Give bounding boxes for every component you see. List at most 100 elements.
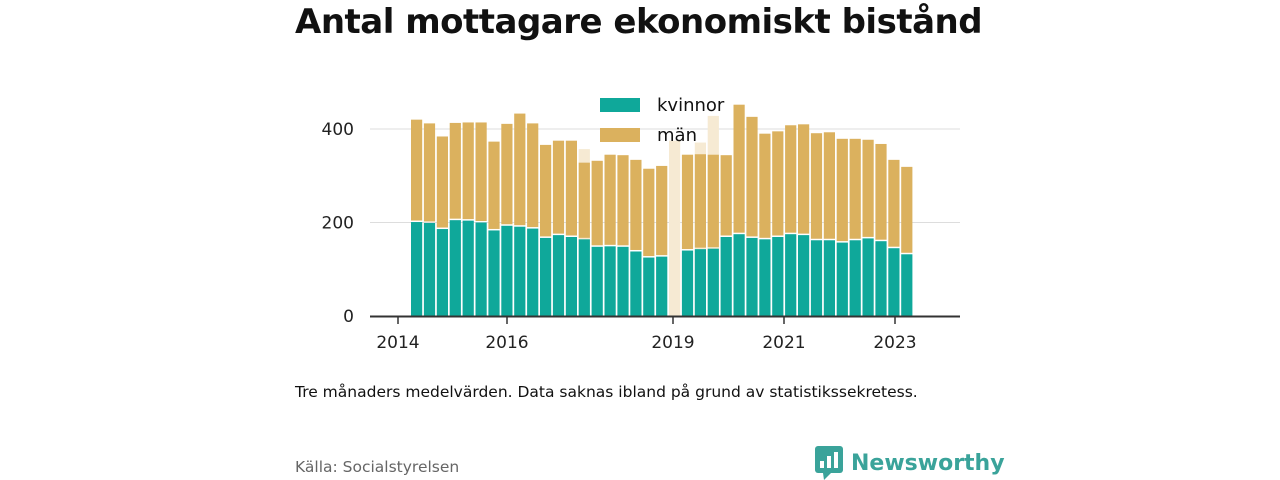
bar-man	[759, 133, 771, 238]
bar-kvinnor	[836, 242, 848, 316]
bar-kvinnor	[475, 222, 487, 316]
bar-kvinnor	[604, 246, 616, 316]
brand-name: Newsworthy	[851, 450, 1005, 476]
bar-man	[643, 168, 655, 257]
bar-man	[423, 123, 436, 222]
bar-man	[552, 140, 565, 234]
legend: kvinnor män	[600, 95, 725, 146]
bar-kvinnor	[488, 230, 500, 316]
bar-man	[798, 124, 810, 234]
bar-kvinnor	[849, 240, 861, 316]
bar-kvinnor	[656, 256, 668, 316]
bar-kvinnor	[462, 220, 474, 316]
bar-man	[617, 155, 629, 246]
x-tick-label: 2014	[376, 333, 419, 353]
bar-kvinnor	[630, 251, 642, 316]
bar-kvinnor	[798, 235, 810, 316]
bar-man	[733, 104, 745, 233]
y-axis-ticks: 0 200 400	[322, 120, 354, 327]
bar-man	[694, 154, 706, 248]
bar-kvinnor	[643, 257, 655, 316]
bar-faded	[669, 140, 681, 316]
bar-man	[436, 136, 448, 228]
chart-bubble-icon	[815, 446, 843, 480]
bar-man	[604, 154, 616, 245]
bar-kvinnor	[681, 250, 694, 316]
bar-man	[862, 139, 874, 237]
bar-man	[785, 125, 797, 233]
bar-man	[681, 154, 694, 250]
legend-label-man: män	[657, 125, 697, 146]
bar-kvinnor	[888, 248, 900, 316]
bar-man	[514, 113, 526, 226]
bar-kvinnor	[694, 249, 706, 316]
x-tick-label: 2016	[485, 333, 528, 353]
bar-man	[527, 123, 539, 228]
bar-kvinnor	[733, 234, 745, 316]
bar-kvinnor	[862, 238, 874, 316]
bar-kvinnor	[514, 226, 526, 316]
bar-kvinnor	[746, 237, 758, 316]
bar-kvinnor	[785, 234, 797, 316]
bar-kvinnor	[540, 237, 552, 316]
legend-swatch-man	[600, 128, 640, 142]
bar-man	[578, 162, 590, 238]
bar-man	[462, 122, 474, 220]
bar-kvinnor	[527, 228, 539, 316]
chart-note: Tre månaders medelvärden. Data saknas ib…	[295, 383, 918, 401]
bar-kvinnor	[423, 222, 436, 316]
bar-man	[823, 132, 835, 239]
x-tick-label: 2019	[651, 333, 694, 353]
bar-kvinnor	[578, 239, 590, 316]
x-axis-ticks: 2014 2016 2019 2021 2023	[376, 316, 917, 353]
bars	[411, 104, 913, 316]
bar-man	[475, 122, 487, 221]
brand: Newsworthy	[815, 446, 1005, 480]
bar-man	[449, 122, 461, 219]
bar-kvinnor	[707, 248, 719, 316]
y-tick-label: 0	[343, 307, 354, 327]
bar-man	[540, 144, 552, 237]
bar-man	[411, 119, 423, 221]
bar-kvinnor	[720, 236, 732, 316]
bar-kvinnor	[901, 254, 913, 316]
bar-man	[901, 166, 913, 253]
bar-man	[836, 138, 848, 242]
bar-man	[565, 140, 577, 236]
bar-kvinnor	[565, 236, 577, 316]
bar-man	[707, 154, 719, 248]
bar-man	[888, 159, 900, 247]
bar-kvinnor	[772, 236, 784, 316]
legend-label-kvinnor: kvinnor	[657, 95, 725, 116]
bar-kvinnor	[552, 235, 565, 316]
bar-kvinnor	[823, 240, 835, 316]
bar-man	[488, 141, 500, 229]
stacked-bar-chart: 2014 2016 2019 2021 2023 0 200 400 kvinnor män	[322, 95, 960, 353]
bar-man	[875, 143, 887, 240]
bar-man	[591, 160, 603, 246]
y-tick-label: 200	[322, 214, 354, 234]
x-tick-label: 2023	[873, 333, 916, 353]
bar-kvinnor	[436, 229, 448, 316]
source-label: Källa: Socialstyrelsen	[295, 458, 460, 476]
bar-man	[630, 159, 642, 250]
bar-kvinnor	[501, 225, 513, 316]
bar-kvinnor	[617, 246, 629, 316]
bar-kvinnor	[759, 239, 771, 316]
bar-kvinnor	[411, 222, 423, 316]
bar-man	[746, 116, 758, 237]
y-tick-label: 400	[322, 120, 354, 140]
bar-man	[772, 131, 784, 236]
bar-kvinnor	[875, 241, 887, 316]
bar-kvinnor	[810, 240, 823, 316]
bar-man	[656, 165, 668, 256]
bar-kvinnor	[591, 246, 603, 316]
bar-man	[810, 133, 823, 239]
legend-swatch-kvinnor	[600, 98, 640, 112]
bar-kvinnor	[449, 220, 461, 316]
bar-man	[501, 123, 513, 225]
chart-title: Antal mottagare ekonomiskt bistånd	[295, 2, 983, 42]
bar-man	[720, 155, 732, 236]
bar-man	[849, 138, 861, 239]
x-tick-label: 2021	[762, 333, 805, 353]
